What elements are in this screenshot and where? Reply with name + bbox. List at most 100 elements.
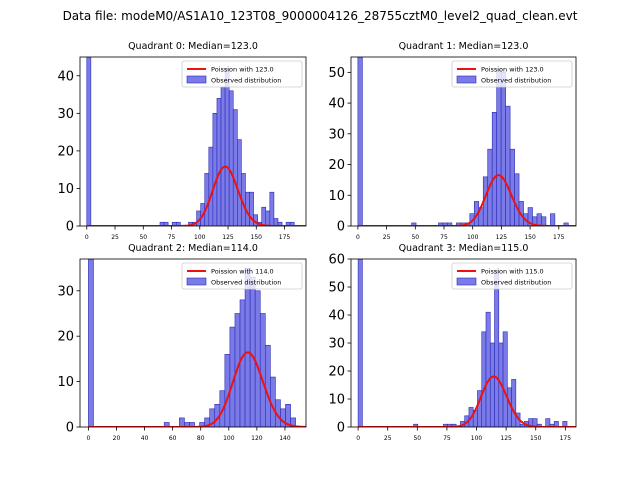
y-tick-label: 0 (337, 220, 345, 235)
histogram-bar (208, 146, 214, 226)
histogram-bar (536, 213, 542, 226)
legend-box (181, 262, 303, 290)
histogram-bar (261, 206, 267, 226)
histogram-bar (88, 259, 94, 427)
histogram-bar (259, 313, 266, 427)
x-tick-label: 20 (113, 435, 121, 442)
y-tick-label: 30 (57, 107, 74, 122)
x-tick-label: 25 (383, 234, 391, 241)
histogram-bar (489, 342, 495, 427)
legend: Poission with 123.0 Observed distribution (181, 60, 303, 88)
histogram-bar (237, 139, 242, 226)
histogram-bar (280, 408, 286, 427)
histogram-bar (502, 331, 508, 427)
histogram-bar (511, 379, 517, 427)
legend-observed-swatch (456, 75, 477, 84)
histogram-bar (519, 423, 525, 427)
histogram-bar (179, 417, 185, 427)
x-tick-label: 75 (443, 435, 451, 442)
y-tick-label: 40 (328, 309, 345, 324)
y-tick-label: 30 (57, 284, 74, 299)
panel-title: Quadrant 0: Median=123.0 (128, 41, 258, 52)
y-tick-label: 40 (328, 97, 345, 112)
y-tick-label: 30 (328, 127, 345, 142)
quadrant-panel-3: Quadrant 3: Median=115.0 0 25 50 75 100 125 150… (328, 243, 577, 442)
x-tick-label: 100 (194, 234, 206, 241)
y-tick-label: 50 (328, 66, 345, 81)
y-tick-label: 10 (57, 182, 74, 197)
legend: Poission with 115.0 Observed distribution (451, 262, 573, 290)
histogram-bar (481, 331, 487, 427)
y-tick-label: 60 (328, 253, 345, 268)
histogram-bar (216, 98, 222, 226)
x-tick-label: 140 (279, 435, 291, 442)
x-tick-label: 100 (223, 435, 235, 442)
y-tick-label: 30 (328, 337, 345, 352)
histogram-bar (357, 259, 363, 427)
x-tick-label: 100 (471, 435, 483, 442)
histogram-bar (254, 290, 261, 427)
histogram-bar (545, 418, 551, 427)
axes-frame (350, 56, 577, 227)
legend-poisson-label: Poission with 123.0 (481, 66, 544, 74)
histogram-bar (485, 311, 491, 427)
x-tick-label: 100 (467, 234, 479, 241)
histogram-bar (224, 67, 230, 226)
histogram-bar (413, 423, 419, 427)
y-tick-label: 20 (328, 365, 345, 380)
y-tick-label: 20 (328, 158, 345, 173)
x-tick-label: 25 (384, 435, 392, 442)
histogram-bar (514, 173, 520, 226)
x-tick-label: 80 (197, 435, 205, 442)
histogram-bar (277, 221, 283, 226)
histogram-bar (204, 173, 210, 226)
y-tick-label: 50 (328, 281, 345, 296)
panel-title: Quadrant 3: Median=115.0 (399, 243, 529, 254)
x-tick-label: 150 (524, 234, 536, 241)
legend-poisson-label: Poission with 123.0 (211, 66, 274, 74)
x-tick-label: 175 (279, 234, 291, 241)
histogram-bar (505, 105, 511, 226)
y-tick-label: 20 (57, 144, 74, 159)
y-tick-label: 0 (66, 421, 74, 436)
histogram-bar (509, 148, 515, 226)
legend-observed-label: Observed distribution (211, 77, 281, 85)
figure-suptitle: Data file: modeM0/AS1A10_123T08_90000041… (63, 9, 578, 23)
legend-observed-swatch (456, 277, 477, 286)
legend-observed-label: Observed distribution (481, 279, 551, 287)
legend-box (181, 60, 303, 88)
legend-observed-label: Observed distribution (211, 279, 281, 287)
legend-poisson-label: Poission with 114.0 (211, 268, 274, 276)
x-tick-label: 40 (141, 435, 149, 442)
histogram-bar (163, 221, 169, 226)
histogram-bar (290, 417, 296, 427)
histogram-bar (273, 218, 279, 226)
legend: Poission with 123.0 Observed distribution (451, 60, 573, 88)
x-tick-label: 75 (168, 234, 176, 241)
histogram-bar (536, 423, 542, 427)
x-tick-label: 175 (553, 234, 565, 241)
histogram-bar (357, 57, 363, 226)
histogram-bar (212, 113, 218, 226)
y-tick-label: 0 (66, 220, 74, 235)
panel-title: Quadrant 1: Median=123.0 (399, 41, 529, 52)
legend-poisson-label: Poission with 115.0 (481, 268, 544, 276)
quadrant-panel-1: Quadrant 1: Median=123.00 25 50 75 100 125 150… (328, 41, 577, 241)
histogram-bar (265, 210, 271, 226)
x-tick-label: 60 (169, 435, 177, 442)
x-tick-label: 150 (251, 234, 263, 241)
x-tick-label: 150 (530, 435, 542, 442)
legend: Poission with 114.0 Observed distribution (181, 262, 303, 290)
histogram-bar (541, 216, 547, 226)
histogram-bar (264, 344, 271, 427)
histogram-bar (249, 276, 256, 427)
legend-observed-swatch (186, 75, 207, 84)
histogram-bar (289, 221, 295, 226)
quadrant-panel-0: Quadrant 0: Median=123.00 25 50 75 100 125 150… (57, 41, 307, 241)
histogram-bar (494, 269, 500, 427)
y-tick-label: 0 (337, 421, 345, 436)
x-tick-label: 120 (251, 435, 263, 442)
legend-box (451, 262, 573, 290)
x-tick-label: 125 (500, 435, 512, 442)
histogram-bar (220, 86, 226, 226)
